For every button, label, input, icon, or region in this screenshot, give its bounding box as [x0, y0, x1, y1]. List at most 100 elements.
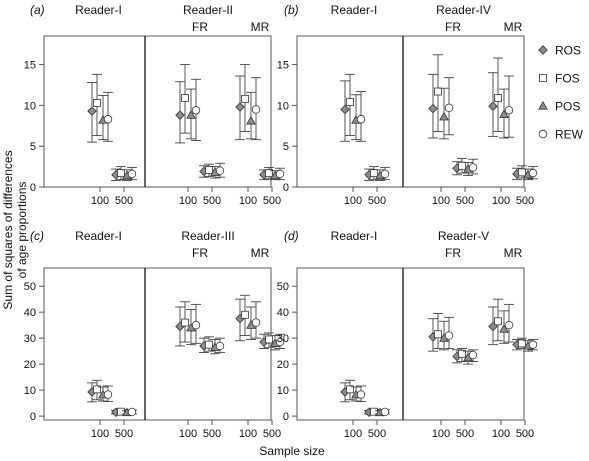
- point-fos: [434, 87, 442, 96]
- point-fos: [346, 385, 354, 394]
- x-tick-label: 500: [203, 428, 221, 440]
- y-tick-label: 10: [24, 100, 36, 112]
- point-rew: [444, 103, 454, 113]
- point-rew: [528, 168, 538, 178]
- y-tick-label: 30: [24, 333, 36, 345]
- x-tick-label: 100: [492, 195, 510, 207]
- point-fos: [458, 349, 466, 358]
- x-tick-label: 500: [203, 195, 221, 207]
- panel-a: (a) Reader-I Reader-II FR MR 0 5 10 15 100 500 100 5…: [24, 3, 285, 207]
- plot-frame: [296, 35, 525, 188]
- point-rew: [504, 320, 514, 330]
- x-tick-label: 500: [368, 195, 386, 207]
- left-reader-title: Reader-I: [331, 3, 378, 17]
- point-fos: [205, 340, 213, 349]
- method-subtitle-fr: FR: [445, 20, 461, 34]
- x-tick-label: 100: [344, 195, 362, 207]
- point-fos: [370, 407, 378, 416]
- x-tick-label: 100: [432, 195, 450, 207]
- point-rew: [468, 163, 478, 172]
- point-fos: [518, 168, 526, 177]
- legend-label-pos: POS: [555, 100, 580, 114]
- point-fos: [117, 169, 125, 178]
- point-ros: [428, 103, 438, 114]
- right-reader-title: Reader-II: [183, 3, 233, 17]
- method-subtitle-mr: MR: [251, 246, 270, 260]
- point-ros: [340, 104, 350, 115]
- point-pos: [439, 111, 449, 121]
- point-fos: [265, 169, 273, 178]
- point-rew: [127, 169, 137, 179]
- point-fos: [518, 339, 526, 348]
- legend-label-fos: FOS: [555, 72, 580, 86]
- x-tick-label: 100: [344, 428, 362, 440]
- point-fos: [181, 94, 189, 102]
- method-subtitle-fr: FR: [445, 246, 461, 260]
- x-tick-label: 500: [368, 428, 386, 440]
- point-pos: [499, 324, 509, 333]
- point-pos: [246, 115, 256, 125]
- point-fos: [346, 98, 354, 107]
- point-rew: [103, 390, 113, 399]
- point-fos: [93, 385, 101, 394]
- x-tick-label: 500: [115, 195, 133, 207]
- left-reader-title: Reader-I: [75, 229, 122, 243]
- point-fos: [241, 310, 249, 319]
- point-rew: [444, 331, 454, 340]
- point-ros: [235, 102, 245, 112]
- y-tick-label: 0: [283, 411, 289, 423]
- point-fos: [93, 99, 101, 107]
- point-fos: [241, 94, 249, 103]
- x-tick-label: 500: [263, 428, 281, 440]
- left-reader-title: Reader-I: [75, 3, 122, 17]
- right-reader-title: Reader-IV: [436, 3, 491, 17]
- point-rew: [127, 407, 137, 417]
- y-tick-label: 0: [30, 182, 36, 194]
- x-axis-label: Sample size: [259, 444, 325, 458]
- point-rew: [356, 390, 366, 399]
- x-tick-label: 100: [91, 195, 109, 207]
- y-tick-label: 15: [277, 60, 289, 72]
- right-reader-title: Reader-V: [438, 229, 489, 243]
- point-rew: [215, 166, 225, 175]
- x-tick-label: 500: [456, 195, 474, 207]
- panel-label: (c): [30, 229, 44, 243]
- y-tick-label: 0: [283, 182, 289, 194]
- panels: (a) Reader-I Reader-II FR MR 0 5 10 15 100 500 100 5…: [24, 3, 538, 440]
- plot-frame: [296, 267, 525, 421]
- point-fos: [205, 165, 213, 174]
- x-tick-label: 100: [239, 195, 257, 207]
- point-rew: [356, 115, 366, 124]
- panel-label: (a): [30, 3, 45, 17]
- point-fos: [265, 335, 273, 344]
- method-subtitle-mr: MR: [251, 20, 270, 34]
- point-rew: [275, 337, 285, 347]
- point-fos: [494, 94, 502, 102]
- x-tick-label: 500: [516, 195, 534, 207]
- panel-c: (c) Reader-I Reader-III FR MR 0 10 20 30 40 50 100 5…: [24, 229, 285, 440]
- x-tick-label: 500: [115, 428, 133, 440]
- y-tick-label: 15: [24, 60, 36, 72]
- legend-marker-ros: [538, 45, 548, 55]
- y-axis-label-line-1: Sum of squares of differences: [1, 150, 15, 309]
- y-tick-label: 5: [30, 141, 36, 153]
- legend: ROS FOS POS REW: [538, 44, 584, 142]
- point-pos: [499, 109, 509, 118]
- panel-label: (b): [284, 3, 299, 17]
- method-subtitle-fr: FR: [192, 20, 208, 34]
- point-fos: [458, 161, 466, 170]
- legend-marker-pos: [538, 100, 548, 110]
- x-tick-label: 100: [179, 428, 197, 440]
- point-rew: [103, 115, 113, 124]
- point-fos: [370, 169, 378, 178]
- point-rew: [191, 320, 201, 330]
- y-axis-label-line-2: of age proportions: [15, 182, 29, 279]
- plot-frame: [43, 267, 272, 421]
- point-rew: [380, 169, 390, 179]
- panel-b: (b) Reader-I Reader-IV FR MR 0 5 10 15 100 500 100 5…: [277, 3, 538, 207]
- y-tick-label: 30: [277, 333, 289, 345]
- point-rew: [215, 341, 225, 351]
- legend-marker-rew: [538, 129, 548, 139]
- x-tick-label: 500: [263, 195, 281, 207]
